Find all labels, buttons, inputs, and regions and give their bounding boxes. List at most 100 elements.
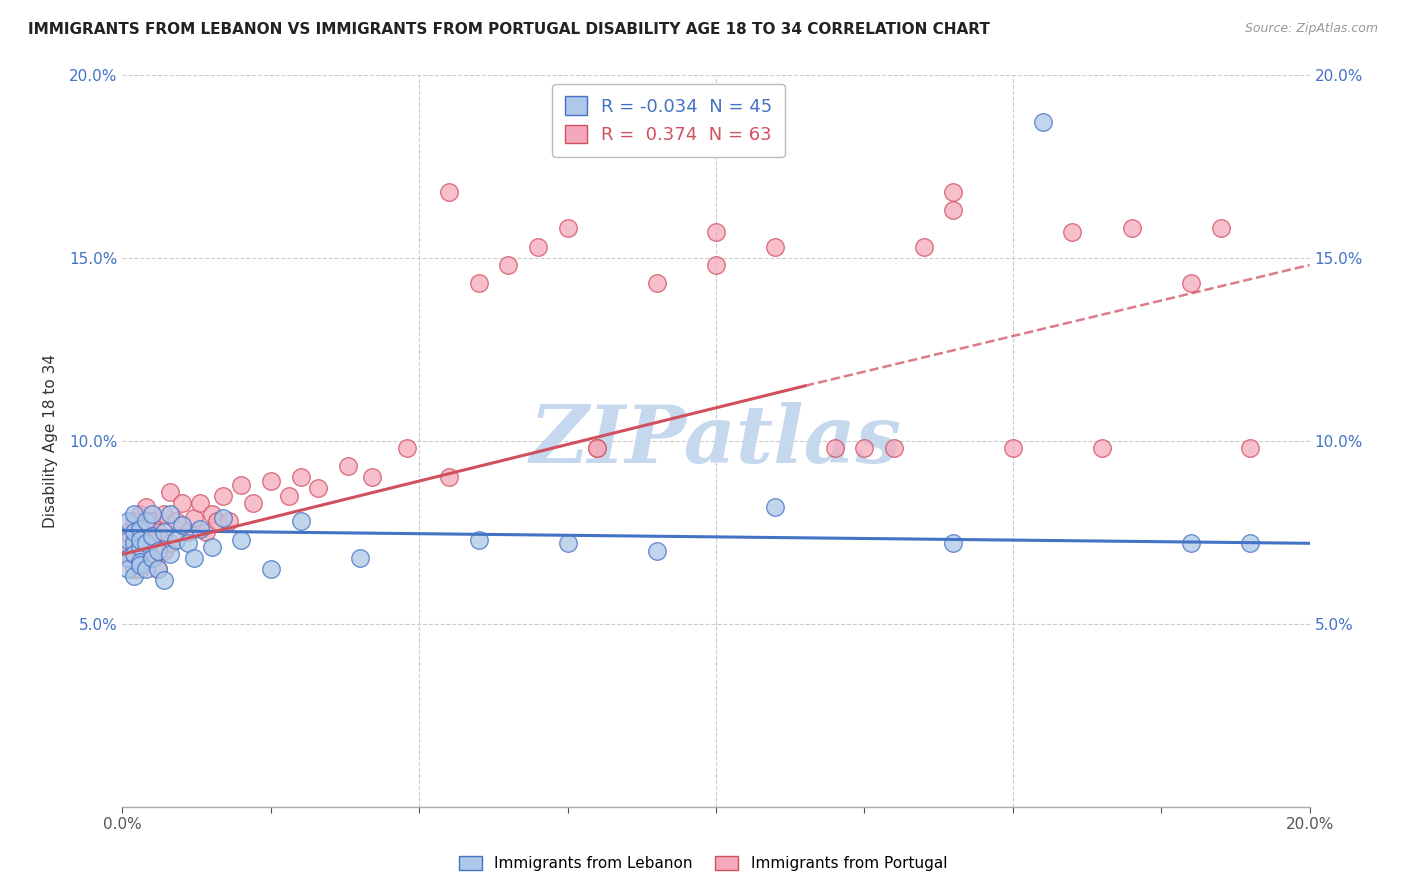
Point <box>135 500 157 514</box>
Point <box>129 507 152 521</box>
Point <box>277 489 299 503</box>
Point <box>1239 441 1261 455</box>
Point <box>437 185 460 199</box>
Point <box>586 441 609 455</box>
Point <box>165 514 187 528</box>
Point <box>135 536 157 550</box>
Point <box>212 510 235 524</box>
Point <box>645 277 668 291</box>
Point <box>170 518 193 533</box>
Point <box>165 533 187 547</box>
Point <box>765 500 787 514</box>
Point <box>159 536 181 550</box>
Point <box>159 485 181 500</box>
Point <box>117 562 139 576</box>
Point <box>207 514 229 528</box>
Point <box>129 536 152 550</box>
Point <box>200 507 222 521</box>
Point <box>586 441 609 455</box>
Point <box>1209 221 1232 235</box>
Point <box>194 525 217 540</box>
Point <box>124 562 146 576</box>
Point <box>124 525 146 540</box>
Point <box>124 536 146 550</box>
Point <box>1239 536 1261 550</box>
Point <box>141 507 163 521</box>
Point <box>467 533 489 547</box>
Point <box>337 459 360 474</box>
Point <box>146 562 169 576</box>
Point <box>146 525 169 540</box>
Point <box>129 562 152 576</box>
Point <box>159 547 181 561</box>
Point <box>159 507 181 521</box>
Point <box>200 540 222 554</box>
Point <box>1180 277 1202 291</box>
Point <box>183 510 205 524</box>
Point <box>117 540 139 554</box>
Point <box>141 529 163 543</box>
Point <box>942 202 965 217</box>
Point <box>124 514 146 528</box>
Point <box>117 550 139 565</box>
Point <box>141 514 163 528</box>
Point <box>942 185 965 199</box>
Point <box>146 562 169 576</box>
Point <box>117 550 139 565</box>
Point <box>231 533 253 547</box>
Point <box>360 470 382 484</box>
Point <box>117 514 139 528</box>
Point <box>1180 536 1202 550</box>
Text: ZIPatlas: ZIPatlas <box>530 402 903 480</box>
Point <box>124 547 146 561</box>
Point <box>129 533 152 547</box>
Point <box>124 533 146 547</box>
Point <box>124 507 146 521</box>
Point <box>704 258 727 272</box>
Point <box>242 496 264 510</box>
Point <box>396 441 419 455</box>
Point <box>188 522 211 536</box>
Point <box>129 540 152 554</box>
Point <box>153 525 176 540</box>
Point <box>188 496 211 510</box>
Point <box>704 225 727 239</box>
Point <box>218 514 240 528</box>
Point <box>129 522 152 536</box>
Point <box>129 555 152 569</box>
Point <box>883 441 905 455</box>
Point <box>135 514 157 528</box>
Text: Source: ZipAtlas.com: Source: ZipAtlas.com <box>1244 22 1378 36</box>
Point <box>307 481 329 495</box>
Point <box>260 562 283 576</box>
Point <box>557 536 579 550</box>
Point <box>146 543 169 558</box>
Point <box>1001 441 1024 455</box>
Point <box>437 470 460 484</box>
Point <box>260 474 283 488</box>
Point <box>153 507 176 521</box>
Point <box>141 550 163 565</box>
Point <box>557 221 579 235</box>
Point <box>853 441 876 455</box>
Point <box>498 258 520 272</box>
Point <box>290 514 312 528</box>
Point <box>231 477 253 491</box>
Point <box>212 489 235 503</box>
Legend: R = -0.034  N = 45, R =  0.374  N = 63: R = -0.034 N = 45, R = 0.374 N = 63 <box>553 84 785 157</box>
Point <box>117 533 139 547</box>
Point <box>177 525 200 540</box>
Point <box>527 240 550 254</box>
Point <box>153 573 176 587</box>
Point <box>349 550 371 565</box>
Point <box>129 558 152 573</box>
Point <box>141 533 163 547</box>
Point <box>135 550 157 565</box>
Point <box>170 496 193 510</box>
Point <box>824 441 846 455</box>
Point <box>135 562 157 576</box>
Point <box>177 536 200 550</box>
Point <box>124 569 146 583</box>
Point <box>183 550 205 565</box>
Point <box>1031 115 1053 129</box>
